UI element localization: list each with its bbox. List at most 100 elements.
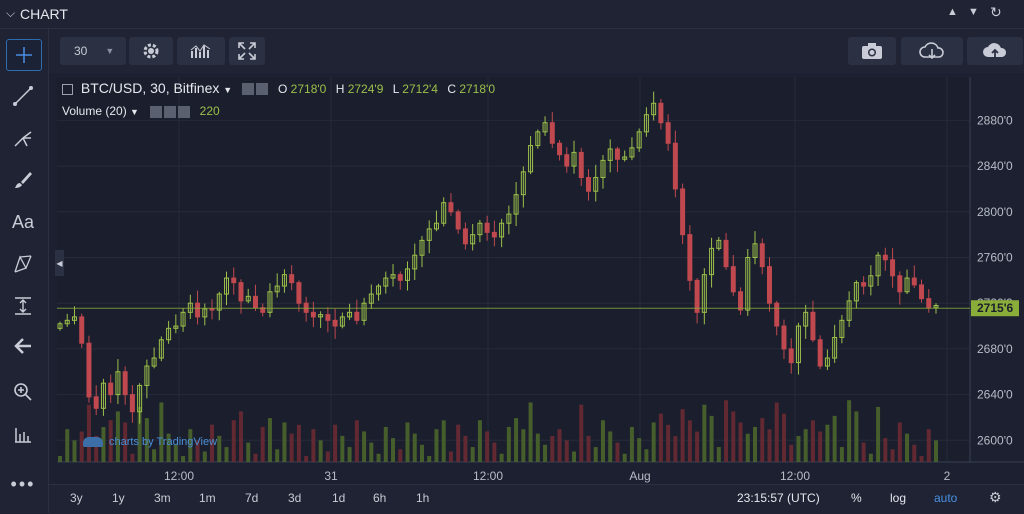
range-3y[interactable]: 3y: [70, 491, 83, 505]
volume-bar: [144, 418, 149, 462]
pattern-icon[interactable]: [6, 249, 40, 279]
volume-bar: [260, 426, 265, 462]
volume-bar: [738, 422, 743, 462]
volume-label[interactable]: Volume (20): [62, 104, 127, 118]
symbol-name[interactable]: BTC/USD, 30, Bitfinex: [80, 80, 220, 96]
back-arrow-icon[interactable]: [6, 331, 40, 361]
load-chart-button[interactable]: [901, 37, 963, 65]
gear-icon[interactable]: [256, 83, 269, 96]
volume-bar: [514, 418, 519, 462]
volume-bar: [564, 440, 569, 462]
volume-bar: [340, 435, 345, 462]
range-3m[interactable]: 3m: [154, 491, 171, 505]
refresh-icon[interactable]: ↻: [990, 4, 1002, 20]
volume-bar: [753, 426, 757, 462]
x-tick-label: 12:00: [164, 469, 194, 483]
collapse-legend-icon[interactable]: [62, 83, 73, 95]
range-3d[interactable]: 3d: [288, 491, 302, 505]
current-price-badge: [971, 300, 1019, 317]
candle-body: [390, 274, 396, 279]
chevron-down-icon[interactable]: ▼: [223, 85, 233, 95]
volume-bar: [477, 420, 482, 462]
candle-body: [788, 348, 794, 364]
snapshot-button[interactable]: [848, 37, 896, 65]
crosshair-icon[interactable]: [6, 39, 42, 71]
gear-icon[interactable]: [164, 105, 177, 118]
settings-button[interactable]: [129, 37, 173, 65]
volume-bar: [188, 429, 193, 462]
candle-body: [115, 371, 121, 396]
volume-bar: [405, 422, 410, 462]
volume-bar: [173, 444, 178, 462]
zoom-in-icon[interactable]: [6, 377, 40, 407]
indicators-button[interactable]: [177, 37, 225, 65]
triangle-down-icon[interactable]: ▼: [968, 6, 979, 18]
candle-body: [289, 274, 295, 284]
more-icon[interactable]: •••: [10, 473, 36, 494]
utc-clock[interactable]: 23:15:57 (UTC): [737, 491, 820, 505]
volume-bar: [246, 442, 251, 462]
chart-pane[interactable]: [57, 77, 970, 462]
bottom-toolbar: 3y 1y 3m 1m 7d 3d 1d 6h 1h 23:15:57 (UTC…: [49, 484, 1024, 514]
tradingview-logo-icon: [83, 437, 103, 448]
candle-body: [491, 231, 497, 238]
trend-line-icon[interactable]: [6, 81, 40, 111]
candle-body: [817, 339, 823, 367]
y-tick-label: 2840'0: [977, 159, 1013, 173]
volume-bar: [224, 447, 229, 462]
eye-icon[interactable]: [242, 83, 255, 96]
candle-body: [853, 282, 859, 302]
volume-bar: [499, 453, 504, 462]
candle-body: [426, 228, 432, 241]
percent-toggle[interactable]: %: [851, 491, 862, 505]
candle-body: [470, 234, 476, 245]
high-label: H: [335, 82, 345, 96]
candle-body: [383, 277, 389, 287]
volume-bar: [419, 444, 424, 462]
volume-bar: [506, 426, 511, 462]
candle-body: [202, 308, 208, 318]
symbol-legend: BTC/USD, 30, Bitfinex ▼ O 2718'0 H 2724'…: [62, 80, 495, 96]
volume-bar: [470, 447, 475, 462]
fullscreen-button[interactable]: [229, 37, 265, 65]
candle-body: [919, 284, 925, 300]
range-7d[interactable]: 7d: [245, 491, 259, 505]
candle-body: [484, 222, 490, 233]
tradingview-branding[interactable]: charts by TradingView: [83, 436, 217, 448]
volume-bar: [528, 402, 533, 462]
range-6h[interactable]: 6h: [373, 491, 387, 505]
range-1d[interactable]: 1d: [332, 491, 346, 505]
range-1m[interactable]: 1m: [199, 491, 216, 505]
chevron-down-icon[interactable]: ▼: [130, 107, 139, 117]
volume-bar: [535, 433, 540, 462]
auto-toggle[interactable]: auto: [934, 491, 958, 505]
candle-body: [455, 211, 461, 230]
range-1h[interactable]: 1h: [416, 491, 430, 505]
candle-body: [462, 228, 468, 245]
gear-icon[interactable]: ⚙: [989, 489, 1002, 505]
range-1y[interactable]: 1y: [112, 491, 125, 505]
candle-body: [542, 122, 548, 133]
eye-icon[interactable]: [150, 105, 163, 118]
volume-bar: [666, 424, 671, 462]
candle-body: [593, 177, 599, 192]
interval-select[interactable]: 30 ▼: [60, 37, 126, 65]
candle-body: [535, 131, 541, 147]
candle-body: [672, 142, 678, 190]
close-icon[interactable]: [178, 105, 191, 118]
candle-body: [738, 291, 744, 311]
measure-icon[interactable]: [6, 291, 40, 321]
triangle-up-icon[interactable]: ▲: [947, 6, 958, 18]
log-toggle[interactable]: log: [890, 491, 907, 505]
volume-bar: [774, 402, 779, 462]
collapse-handle[interactable]: ◀: [55, 250, 64, 276]
brush-icon[interactable]: [6, 165, 40, 195]
volume-bar: [543, 444, 548, 462]
ruler-icon[interactable]: [6, 419, 40, 449]
pitchfork-icon[interactable]: [6, 123, 40, 153]
save-chart-button[interactable]: [967, 37, 1023, 65]
candle-body: [752, 243, 758, 259]
text-icon[interactable]: Aa: [11, 211, 35, 232]
chevron-down-icon[interactable]: ⌵: [6, 6, 16, 20]
